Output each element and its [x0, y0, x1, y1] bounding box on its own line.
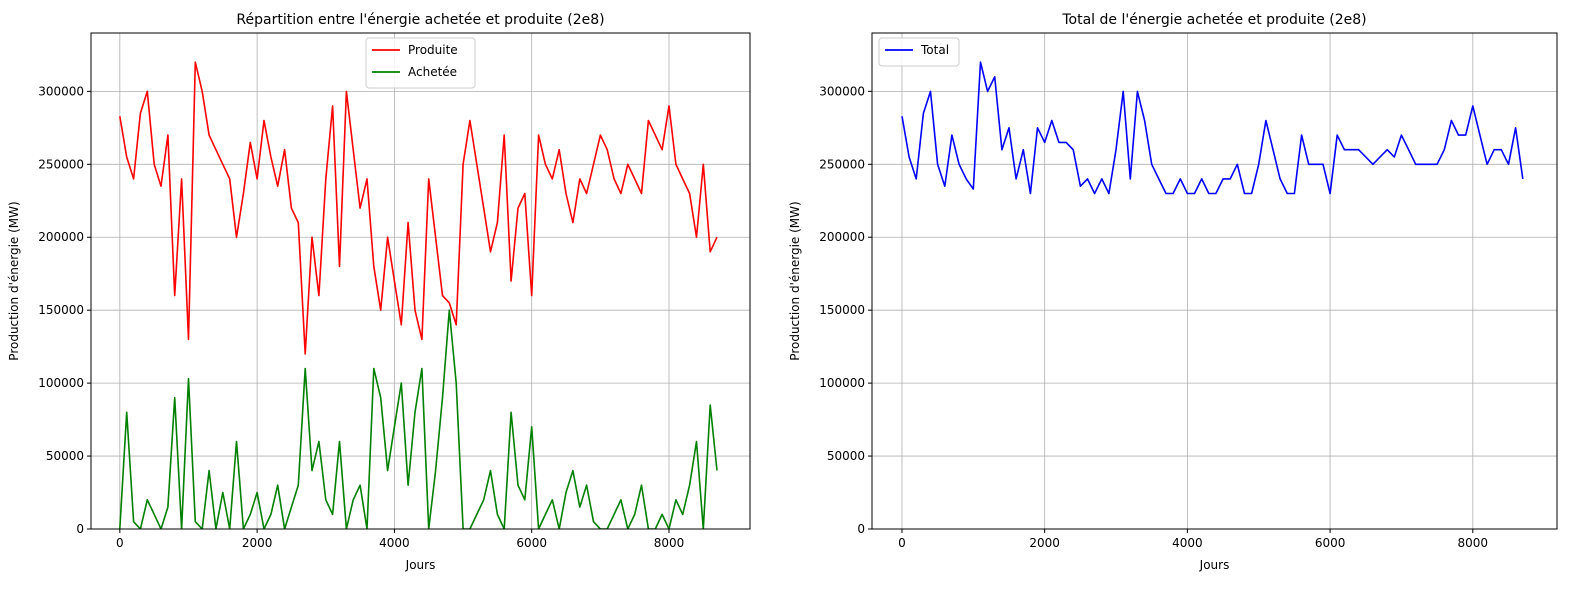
chart-title: Total de l'énergie achetée et produite (… — [1061, 12, 1366, 28]
x-tick-label: 6000 — [1315, 536, 1346, 550]
y-tick-label: 150000 — [819, 303, 865, 317]
x-axis-label: Jours — [1199, 558, 1230, 572]
y-tick-label: 300000 — [38, 84, 84, 98]
y-tick-label: 100000 — [38, 376, 84, 390]
plot-frame — [90, 32, 751, 530]
x-tick-label: 8000 — [654, 536, 685, 550]
legend-label: Produite — [408, 43, 458, 57]
y-tick-label: 250000 — [38, 157, 84, 171]
x-tick-label: 6000 — [516, 536, 547, 550]
legend-label: Achetée — [408, 65, 457, 79]
y-tick-label: 50000 — [827, 449, 865, 463]
y-tick-label: 0 — [76, 522, 84, 536]
y-tick-label: 250000 — [819, 157, 865, 171]
x-tick-label: 4000 — [379, 536, 410, 550]
legend: Total — [878, 37, 960, 67]
x-tick-label: 0 — [898, 536, 906, 550]
chart-title: Répartition entre l'énergie achetée et p… — [236, 12, 604, 28]
legend-label: Total — [920, 43, 949, 57]
series-line-produite — [119, 61, 718, 355]
series-group — [119, 61, 718, 529]
legend: Produite Achetée — [365, 37, 476, 89]
x-tick-label: 2000 — [242, 536, 273, 550]
series-line-achetée — [119, 309, 718, 529]
y-tick-label: 0 — [857, 522, 865, 536]
y-tick-label: 200000 — [819, 230, 865, 244]
x-tick-label: 2000 — [1029, 536, 1060, 550]
y-tick-label: 150000 — [38, 303, 84, 317]
x-tick-label: 4000 — [1172, 536, 1203, 550]
series-group — [901, 61, 1524, 195]
x-tick-label: 8000 — [1458, 536, 1489, 550]
chart-panel-1: 0 2000 4000 6000 8000 0 50000 100000 150000 20000… — [7, 12, 751, 572]
y-tick-label: 300000 — [819, 84, 865, 98]
x-axis-label: Jours — [405, 558, 436, 572]
x-tick-label: 0 — [116, 536, 124, 550]
chart-panel-2: 0 2000 4000 6000 8000 0 50000 100000 150000 20000… — [788, 12, 1558, 572]
y-tick-label: 50000 — [46, 449, 84, 463]
y-tick-label: 200000 — [38, 230, 84, 244]
y-tick-label: 100000 — [819, 376, 865, 390]
y-axis-label: Production d'énergie (MW) — [7, 201, 21, 360]
legend-box — [878, 37, 960, 67]
y-axis-label: Production d'énergie (MW) — [788, 201, 802, 360]
plot-frame — [871, 32, 1558, 530]
series-line-total — [901, 61, 1524, 195]
